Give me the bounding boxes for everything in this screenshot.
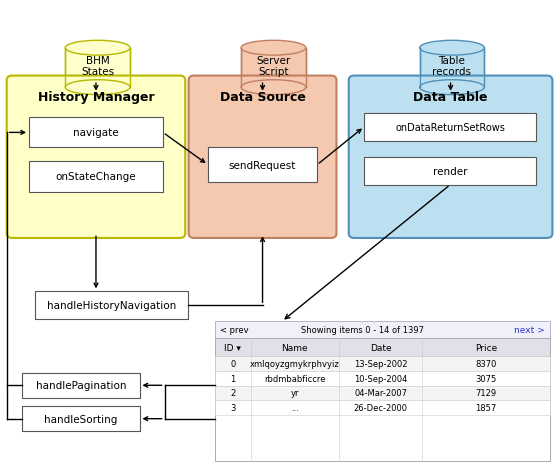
Text: Data Table: Data Table — [413, 91, 488, 104]
FancyBboxPatch shape — [215, 386, 550, 400]
FancyBboxPatch shape — [215, 357, 550, 371]
FancyBboxPatch shape — [7, 76, 185, 238]
Text: 1857: 1857 — [475, 403, 497, 412]
Text: 8370: 8370 — [475, 359, 497, 368]
Text: render: render — [433, 166, 468, 176]
Text: 3075: 3075 — [475, 374, 497, 383]
Ellipse shape — [420, 41, 484, 56]
FancyBboxPatch shape — [29, 162, 163, 192]
Text: 2: 2 — [230, 388, 235, 397]
FancyBboxPatch shape — [215, 371, 550, 386]
Ellipse shape — [65, 41, 130, 56]
Text: Data Source: Data Source — [220, 91, 305, 104]
FancyBboxPatch shape — [349, 76, 552, 238]
FancyBboxPatch shape — [35, 292, 188, 319]
Text: 0: 0 — [230, 359, 235, 368]
Text: 1: 1 — [230, 374, 235, 383]
Ellipse shape — [241, 81, 306, 95]
FancyBboxPatch shape — [215, 338, 550, 357]
Text: ...: ... — [291, 403, 299, 412]
Text: 10-Sep-2004: 10-Sep-2004 — [354, 374, 407, 383]
FancyBboxPatch shape — [215, 338, 550, 461]
Text: 13-Sep-2002: 13-Sep-2002 — [354, 359, 407, 368]
Text: yr: yr — [291, 388, 299, 397]
FancyBboxPatch shape — [241, 49, 306, 88]
Text: Price: Price — [475, 343, 497, 352]
Text: BHM
States: BHM States — [81, 56, 114, 77]
Text: 7129: 7129 — [475, 388, 497, 397]
FancyBboxPatch shape — [65, 49, 130, 88]
Text: handlePagination: handlePagination — [36, 381, 126, 390]
Text: navigate: navigate — [73, 128, 119, 138]
FancyBboxPatch shape — [364, 157, 536, 185]
Text: handleSorting: handleSorting — [44, 414, 118, 424]
Text: sendRequest: sendRequest — [229, 161, 296, 170]
FancyBboxPatch shape — [208, 148, 317, 183]
Text: History Manager: History Manager — [37, 91, 155, 104]
FancyBboxPatch shape — [420, 49, 484, 88]
Text: Date: Date — [370, 343, 391, 352]
Text: handleHistoryNavigation: handleHistoryNavigation — [47, 300, 176, 311]
Text: ID ▾: ID ▾ — [224, 343, 242, 352]
FancyBboxPatch shape — [364, 113, 536, 141]
Ellipse shape — [241, 41, 306, 56]
FancyBboxPatch shape — [22, 373, 140, 398]
Ellipse shape — [65, 81, 130, 95]
Text: < prev: < prev — [220, 325, 249, 335]
FancyBboxPatch shape — [22, 406, 140, 432]
Text: Name: Name — [282, 343, 308, 352]
FancyBboxPatch shape — [189, 76, 336, 238]
Text: 26-Dec-2000: 26-Dec-2000 — [354, 403, 407, 412]
Text: next >: next > — [514, 325, 545, 335]
Text: Showing items 0 - 14 of 1397: Showing items 0 - 14 of 1397 — [301, 325, 424, 335]
Text: rbdmbabficcre: rbdmbabficcre — [264, 374, 326, 383]
FancyBboxPatch shape — [29, 118, 163, 148]
Text: onStateChange: onStateChange — [56, 172, 136, 182]
Text: Server
Script: Server Script — [256, 56, 291, 77]
Text: onDataReturnSetRows: onDataReturnSetRows — [396, 122, 505, 132]
FancyBboxPatch shape — [215, 400, 550, 415]
Text: Table
records: Table records — [432, 56, 472, 77]
FancyBboxPatch shape — [215, 322, 550, 338]
Ellipse shape — [420, 81, 484, 95]
Text: 3: 3 — [230, 403, 235, 412]
Text: xmlqoyzgmykrphvyiz: xmlqoyzgmykrphvyiz — [250, 359, 340, 368]
Text: 04-Mar-2007: 04-Mar-2007 — [354, 388, 407, 397]
